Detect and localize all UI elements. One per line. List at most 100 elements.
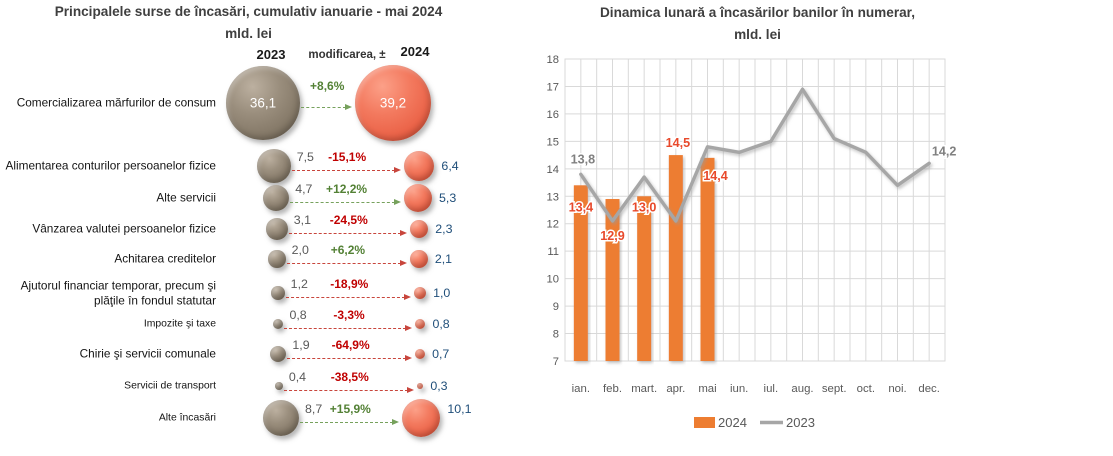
value-2024: 2,3: [435, 222, 453, 236]
category-label: Achitarea creditelor: [114, 251, 216, 266]
change-label: -15,1%: [328, 150, 367, 164]
y-axis-tick: 15: [547, 136, 559, 148]
y-axis-tick: 11: [547, 246, 559, 258]
change-arrow-line: [286, 262, 402, 264]
y-axis-tick: 17: [547, 81, 559, 93]
category-label: Servicii de transport: [124, 380, 216, 392]
plot-border: [564, 58, 946, 362]
bubble-2024: [413, 286, 427, 300]
value-2023: 4,7: [295, 182, 313, 196]
bubble-2023: [226, 66, 300, 140]
bubble-2023: [272, 318, 284, 330]
change-label: -38,5%: [330, 370, 369, 384]
y-axis: 7 8 9 10 11 12 13 14 15 16 17 18: [547, 54, 559, 368]
change-arrow-head: [404, 324, 412, 331]
bubble-2024: [354, 64, 432, 142]
bubble-2023: [263, 400, 299, 436]
monthly-dynamics-chart: Dinamica lunară a încasărilor banilor în…: [530, 0, 1113, 456]
month-label: sept.: [822, 383, 847, 395]
bar-value-label: 14,4: [703, 169, 728, 183]
bar-value-label: 13,4: [569, 200, 594, 214]
right-chart-title: Dinamica lunară a încasărilor banilor în…: [599, 5, 916, 20]
category-label: Comercializarea mărfurilor de consum: [16, 95, 216, 110]
y-axis-tick: 10: [547, 274, 559, 286]
bar-value-label: 12,9: [600, 229, 625, 243]
change-arrow-head: [404, 354, 412, 361]
change-label: -64,9%: [331, 338, 370, 352]
value-2023: 8,7: [304, 402, 323, 416]
line-labels: 13,8 14,2: [569, 143, 958, 168]
bubble-2024: [403, 150, 435, 182]
bar-value-label: 13,0: [632, 200, 657, 214]
value-2023: 3,1: [293, 213, 311, 227]
change-arrow-line: [299, 421, 393, 423]
change-label: -18,9%: [330, 277, 369, 291]
bar-series-2024: [573, 155, 715, 361]
value-2023: 1,2: [290, 277, 308, 291]
month-label: mai: [698, 383, 716, 395]
category-label: Alimentarea conturilor persoanelor fizic…: [5, 158, 216, 173]
value-2024: 0,7: [432, 347, 450, 361]
bubble-2023: [257, 149, 291, 183]
line-value-label: 14,2: [932, 144, 957, 158]
legend-swatch-2024: [694, 417, 715, 428]
month-label: feb.: [603, 383, 622, 395]
month-label: noi.: [888, 383, 906, 395]
bubble-2023: [266, 218, 288, 240]
legend-label-2024: 2024: [718, 415, 747, 430]
bubble-rows: Comercializarea mărfurilor de consum +8,6…: [0, 0, 530, 456]
value-2023: 1,9: [292, 338, 310, 352]
combo-chart-canvas: 7 8 9 10 11 12 13 14 15 16 17 18 ian. feb. mart. apr. ma…: [547, 54, 958, 430]
y-axis-tick: 12: [547, 219, 559, 231]
column-header-change: modificarea, ±: [308, 49, 386, 61]
y-axis-tick: 14: [547, 164, 559, 176]
y-axis-tick: 18: [547, 54, 559, 66]
bar-2024: [605, 199, 620, 361]
change-arrow-head: [403, 293, 411, 300]
category-label: Ajutorul financiar temporar, precum şi p…: [20, 278, 216, 307]
change-arrow-head: [344, 103, 352, 110]
value-2024: 1,0: [433, 286, 451, 300]
left-chart-title: Principalele surse de încasări, cumulati…: [54, 4, 443, 19]
bubble-2023: [268, 250, 286, 268]
legend-label-2023: 2023: [786, 415, 815, 430]
month-label: ian.: [572, 383, 590, 395]
value-2023: 2,0: [291, 243, 309, 257]
bar-2024: [668, 155, 683, 361]
change-label: +8,6%: [310, 79, 345, 93]
bubble-2023: [275, 382, 283, 390]
change-label: +12,2%: [326, 182, 368, 196]
value-2024: 5,3: [439, 191, 457, 205]
y-axis-tick: 7: [553, 356, 559, 368]
value-2024: 0,3: [430, 379, 448, 393]
y-axis-tick: 13: [547, 191, 559, 203]
change-arrow-head: [393, 166, 401, 173]
month-label: iun.: [730, 383, 748, 395]
month-label: aug.: [791, 383, 813, 395]
x-axis: ian. feb. mart. apr. mai iun. iul. aug. sept. oct…: [572, 383, 940, 395]
change-arrow-head: [393, 198, 401, 205]
category-label: Vânzarea valutei persoanelor fizice: [32, 221, 216, 236]
value-2023: 0,8: [289, 308, 307, 322]
bubble-2024: [410, 250, 428, 268]
bar-2024: [700, 157, 715, 361]
y-axis-tick: 16: [547, 109, 559, 121]
month-label: mart.: [631, 383, 657, 395]
change-arrow-line: [285, 296, 405, 298]
change-arrow-line: [284, 327, 406, 329]
category-label: Alte încasări: [158, 412, 216, 424]
bar-2024: [637, 196, 652, 361]
change-arrow-line: [291, 169, 395, 171]
value-2024: 39,2: [379, 95, 407, 111]
category-label: Impozite şi taxe: [143, 318, 216, 330]
column-header-2024: 2024: [400, 44, 430, 59]
value-2024: 6,4: [441, 159, 459, 173]
right-chart-subtitle: mld. lei: [734, 27, 781, 42]
change-label: -3,3%: [333, 308, 365, 322]
bubble-2023: [262, 184, 290, 212]
change-arrow-head: [406, 386, 414, 393]
category-label: Alte servicii: [156, 190, 216, 205]
change-arrow-line: [283, 389, 408, 391]
change-arrow-line: [300, 106, 346, 108]
change-arrow-line: [287, 357, 406, 359]
